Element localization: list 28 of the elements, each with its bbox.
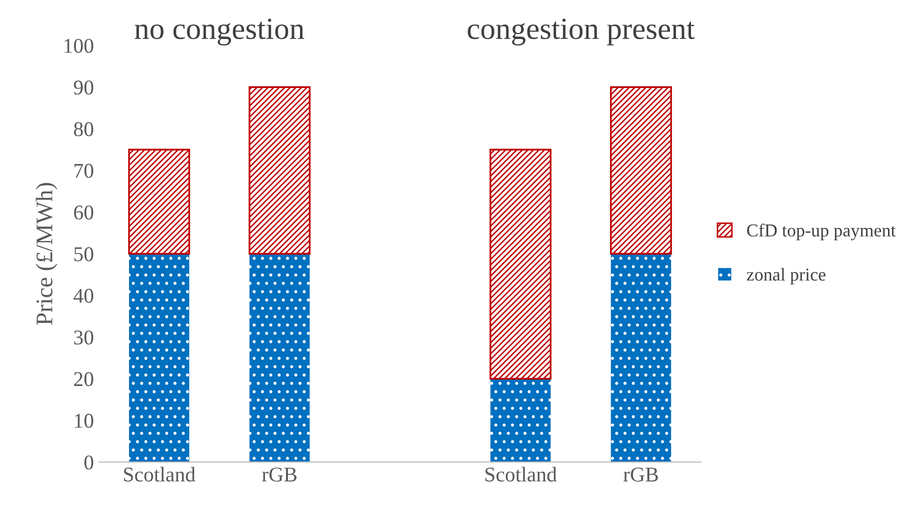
bar [129,254,190,462]
y-tick-label: 100 [64,38,94,53]
y-tick-label: 0 [84,455,94,470]
bar [249,254,310,462]
x-tick-label: Scotland [485,466,557,482]
bar [490,148,552,380]
y-axis-title: Price (£/MWh) [36,183,58,325]
y-tick-label: 70 [74,164,94,178]
legend-label: CfD top-up payment [747,224,896,240]
legend-label: zonal price [746,268,826,284]
bar [610,86,672,255]
text: no congestion [134,18,304,46]
x-tick-label: rGB [262,468,297,482]
text: congestion present [468,18,695,46]
y-tick-label: 90 [74,80,94,95]
y-tick-label: 10 [75,414,94,428]
y-tick-label: 80 [74,122,94,136]
bar [490,378,551,462]
y-tick-label: 60 [74,205,94,220]
bar [128,148,190,255]
y-tick-label: 40 [74,288,94,303]
x-tick-label: Scotland [124,466,196,482]
bar [610,254,672,462]
x-tick-label: rGB [623,468,658,482]
bar [248,86,311,255]
y-tick-label: 30 [74,330,94,345]
y-tick-label: 20 [74,372,94,386]
y-tick-label: 50 [74,247,94,262]
